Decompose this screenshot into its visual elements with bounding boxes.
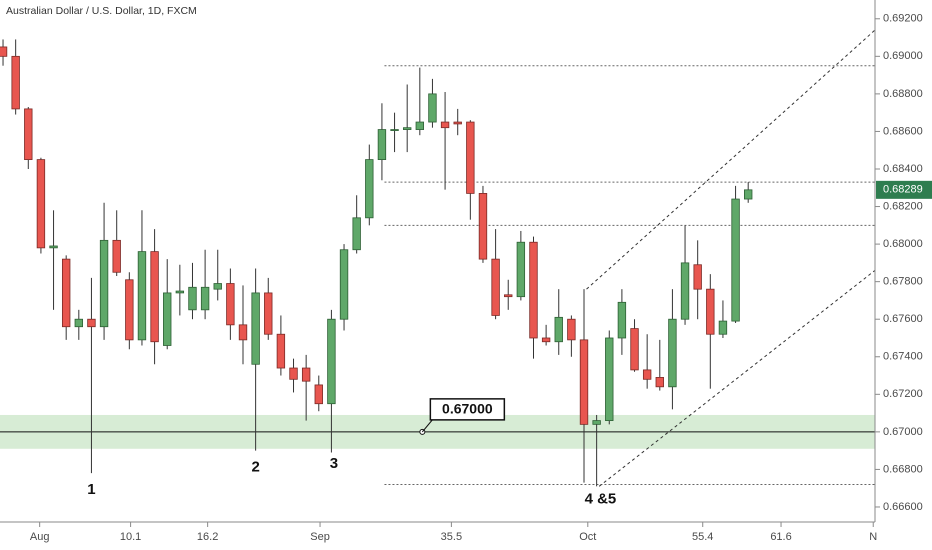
candle-body: [0, 46, 8, 57]
candle-body: [655, 377, 664, 388]
candle-body: [327, 318, 336, 405]
candle-body: [693, 264, 702, 290]
candle-body: [87, 318, 96, 328]
candle-body: [630, 328, 639, 371]
candle-body: [339, 249, 349, 320]
candle-body: [428, 93, 437, 123]
plot-area: [0, 29, 876, 487]
candle-body: [251, 292, 260, 365]
wave-label: 3: [330, 455, 338, 472]
candle-body: [567, 318, 576, 341]
candle-body: [440, 121, 450, 129]
candle-body: [605, 337, 614, 422]
candle-body: [74, 318, 83, 328]
y-tick-label: 0.68600: [883, 125, 923, 137]
x-tick-label: Sep: [310, 531, 330, 543]
x-tick-label: Oct: [579, 531, 596, 543]
x-tick-label: 10.1: [120, 531, 141, 543]
x-tick-label: N: [869, 531, 877, 543]
last-price-tag: [876, 180, 932, 199]
candle-body: [276, 333, 286, 369]
y-tick-label: 0.69200: [883, 13, 923, 25]
y-tick-label: 0.68200: [883, 200, 923, 212]
candle-body: [125, 279, 134, 341]
candle-body: [390, 129, 399, 131]
wave-label: 1: [87, 481, 95, 498]
candle-body: [289, 367, 298, 380]
y-tick-label: 0.67000: [883, 426, 923, 438]
candle-body: [668, 318, 677, 388]
candle-body: [642, 369, 652, 380]
y-tick-label: 0.67600: [883, 313, 923, 325]
candle-body: [112, 239, 121, 273]
candle-body: [453, 121, 462, 125]
candle-body: [402, 127, 412, 130]
y-tick-label: 0.68000: [883, 238, 923, 250]
candle-body: [731, 198, 740, 322]
candle-body: [516, 241, 526, 298]
candle-body: [137, 251, 147, 341]
candle-body: [592, 420, 601, 425]
chart-title: Australian Dollar / U.S. Dollar, 1D, FXC…: [6, 5, 197, 17]
candle-body: [491, 258, 500, 316]
callout-label: 0.67000: [442, 401, 493, 417]
candle-body: [377, 129, 387, 161]
candle-body: [478, 193, 488, 260]
candle-body: [504, 294, 513, 298]
candle-body: [213, 283, 222, 290]
candle-body: [415, 121, 425, 130]
wave-label: 2: [251, 459, 259, 476]
candle-body: [11, 55, 20, 110]
candle-body: [36, 159, 46, 249]
callout-leader: [421, 419, 433, 433]
candle-body: [529, 241, 538, 339]
candle-body: [554, 316, 563, 343]
y-tick-label: 0.67800: [883, 276, 923, 288]
channel-line: [598, 269, 876, 487]
y-tick-label: 0.68400: [883, 163, 923, 175]
y-tick-label: 0.69000: [883, 50, 923, 62]
candle-body: [99, 239, 109, 328]
candle-body: [466, 121, 475, 194]
candle-body: [579, 339, 589, 425]
wave-label: 4 &5: [585, 490, 617, 507]
candle-body: [314, 384, 323, 405]
candle-body: [301, 367, 311, 382]
candle-body: [238, 324, 248, 341]
callout-box: [429, 398, 506, 421]
x-tick-label: 16.2: [197, 531, 218, 543]
candle-body: [49, 245, 58, 249]
candle-body: [200, 286, 210, 311]
x-tick-label: 35.5: [441, 531, 462, 543]
candle-body: [163, 292, 172, 346]
x-tick-label: Aug: [30, 531, 50, 543]
candle-body: [226, 283, 235, 326]
candle-body: [175, 290, 185, 294]
last-price-label: 0.68289: [883, 184, 923, 196]
candle-body: [24, 108, 33, 161]
channel-line: [586, 29, 876, 290]
x-tick-label: 61.6: [770, 531, 791, 543]
candle-body: [718, 320, 728, 335]
x-tick-label: 55.4: [692, 531, 713, 543]
candle-body: [352, 217, 361, 251]
y-tick-label: 0.66800: [883, 463, 923, 475]
y-tick-label: 0.67200: [883, 388, 923, 400]
candle-body: [706, 288, 715, 335]
candle-body: [150, 251, 159, 343]
y-tick-label: 0.66600: [883, 501, 923, 513]
candle-body: [365, 159, 374, 219]
candle-body: [541, 337, 551, 343]
candle-body: [264, 292, 273, 335]
y-tick-label: 0.68800: [883, 88, 923, 100]
y-tick-label: 0.67400: [883, 351, 923, 363]
candle-body: [680, 262, 690, 320]
candle-body: [744, 189, 753, 200]
candle-body: [61, 258, 71, 328]
candle-body: [188, 286, 197, 311]
candle-body: [617, 301, 627, 339]
